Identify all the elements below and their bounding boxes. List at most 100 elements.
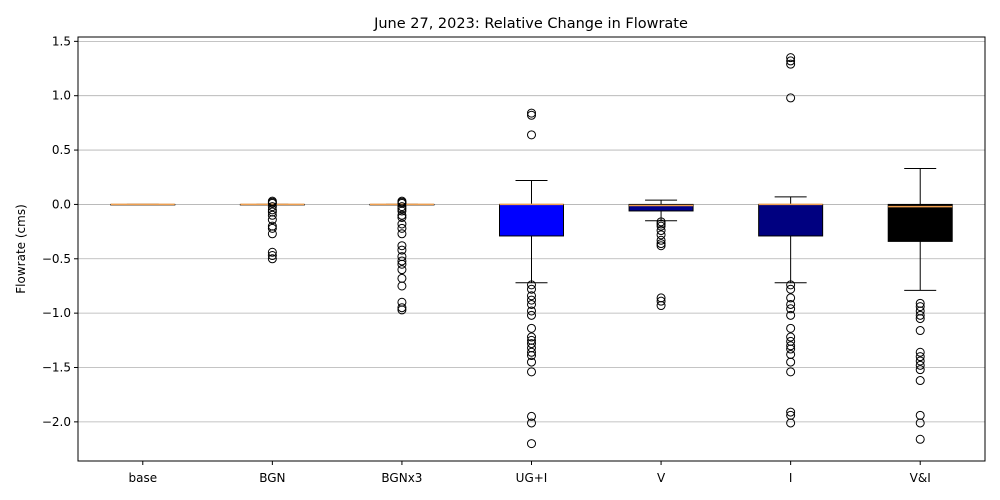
outlier-point <box>397 245 407 255</box>
outlier-point <box>397 223 407 233</box>
outlier-point <box>786 367 796 377</box>
outlier-point <box>397 204 407 214</box>
y-tick-label: 0.5 <box>52 143 71 157</box>
box-group <box>110 203 176 206</box>
outlier-point <box>267 198 277 208</box>
outlier-point <box>527 323 536 333</box>
outlier-point <box>267 247 277 257</box>
outlier-point <box>915 347 925 357</box>
outlier-point <box>397 305 407 315</box>
box-group <box>758 53 824 428</box>
outlier-point <box>786 284 796 294</box>
outlier-point <box>527 284 536 294</box>
outlier-point <box>267 215 277 225</box>
y-tick-label: −1.5 <box>42 361 71 375</box>
x-tick-label: base <box>128 471 157 485</box>
outlier-point <box>397 219 407 229</box>
outlier-point <box>267 202 277 212</box>
outlier-point <box>786 299 796 309</box>
outlier-point <box>527 280 536 290</box>
outlier-point <box>267 254 277 264</box>
outlier-point <box>786 341 796 351</box>
outlier-point <box>915 434 925 444</box>
outlier-point <box>397 259 407 269</box>
outlier-point <box>656 219 666 229</box>
x-axis-ticks: base BGN BGNx3 UG+I V I V&I <box>128 461 931 485</box>
outlier-point <box>527 306 536 316</box>
outlier-point <box>397 281 407 291</box>
outlier-point <box>397 206 407 216</box>
box-group <box>887 168 953 444</box>
outlier-point <box>656 235 666 245</box>
outlier-point <box>267 210 277 220</box>
outlier-point <box>527 299 536 309</box>
outlier-point <box>397 256 407 266</box>
outlier-point <box>656 239 666 249</box>
outlier-point <box>915 310 925 320</box>
outlier-point <box>786 310 796 320</box>
outlier-point <box>267 229 277 239</box>
outlier-point <box>267 205 277 215</box>
outlier-point <box>915 418 925 428</box>
y-tick-label: 1.5 <box>52 34 71 48</box>
outlier-point <box>656 221 666 231</box>
outlier-point <box>527 418 536 428</box>
outlier-point <box>786 407 796 417</box>
outlier-point <box>786 332 796 342</box>
chart-title: June 27, 2023: Relative Change in Flowra… <box>373 16 688 32</box>
outlier-point <box>656 296 666 306</box>
outlier-point <box>786 93 796 103</box>
box <box>499 203 564 237</box>
x-tick-label: UG+I <box>516 471 548 485</box>
outlier-point <box>527 339 536 349</box>
outlier-point <box>915 314 925 324</box>
box <box>887 203 953 242</box>
box <box>628 203 694 212</box>
outlier-point <box>786 418 796 428</box>
y-tick-label: −2.0 <box>42 415 71 429</box>
outlier-point <box>915 410 925 420</box>
outlier-point <box>397 241 407 251</box>
box <box>758 203 824 237</box>
outlier-point <box>397 265 407 275</box>
y-tick-label: −1.0 <box>42 306 71 320</box>
outlier-point <box>786 280 796 290</box>
box-group <box>499 108 564 449</box>
outlier-point <box>786 344 796 354</box>
outlier-point <box>786 53 796 63</box>
outlier-point <box>915 360 925 370</box>
x-tick-label: V <box>657 471 666 485</box>
outlier-point <box>397 303 407 313</box>
outlier-point <box>656 226 666 236</box>
outlier-point <box>915 302 925 312</box>
box-group <box>239 196 305 264</box>
outlier-point <box>786 56 796 66</box>
outlier-point <box>397 202 407 212</box>
outlier-point <box>527 130 536 140</box>
outlier-point <box>527 310 536 320</box>
outlier-point <box>527 295 536 305</box>
outlier-point <box>397 273 407 283</box>
x-tick-label: BGNx3 <box>381 471 422 485</box>
y-tick-label: 1.0 <box>52 89 71 103</box>
x-tick-label: V&I <box>910 471 931 485</box>
outlier-point <box>786 323 796 333</box>
box-group <box>628 199 694 311</box>
outlier-point <box>527 108 536 118</box>
outlier-point <box>915 326 925 336</box>
outlier-point <box>915 376 925 386</box>
x-tick-label: I <box>789 471 793 485</box>
outlier-point <box>786 349 796 359</box>
outlier-point <box>527 347 536 357</box>
outlier-point <box>527 291 536 301</box>
outlier-point <box>527 439 536 449</box>
outlier-point <box>915 352 925 362</box>
outlier-point <box>527 411 536 421</box>
outlier-point <box>656 230 666 240</box>
outlier-point <box>267 223 277 233</box>
outlier-point <box>527 351 536 361</box>
outlier-point <box>527 332 536 342</box>
outlier-point <box>786 304 796 314</box>
outlier-point <box>786 357 796 367</box>
